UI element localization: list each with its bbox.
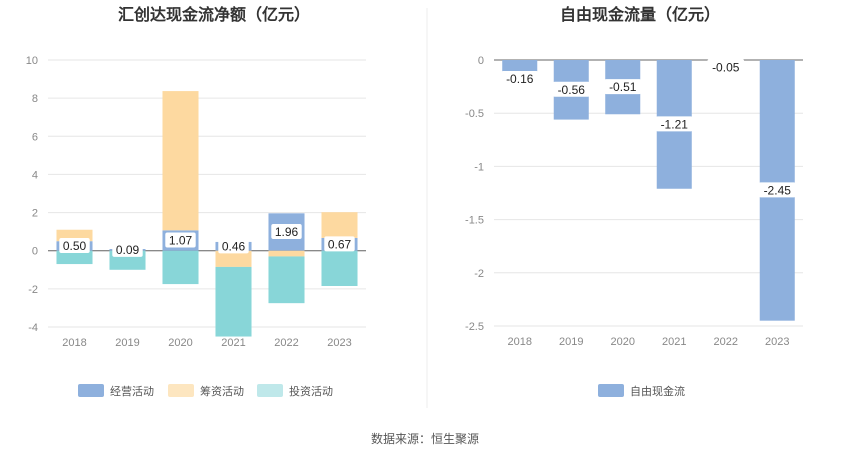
x-tick-label: 2023 (765, 336, 789, 348)
data-label-background (59, 237, 90, 253)
y-tick-label: -2.5 (465, 321, 484, 333)
bar-investing[interactable] (162, 250, 199, 285)
data-label-background (324, 236, 355, 252)
x-tick-label: 2021 (662, 336, 686, 348)
y-tick-label: 8 (32, 93, 38, 105)
data-label-background (218, 238, 249, 254)
data-label-background (271, 224, 302, 240)
x-tick-label: 2019 (115, 337, 139, 349)
bar-investing[interactable] (268, 256, 305, 304)
y-tick-label: 4 (32, 169, 38, 181)
legend-label-operating: 经营活动 (110, 384, 154, 398)
x-tick-label: 2019 (559, 336, 583, 348)
data-label-background (112, 241, 143, 257)
x-tick-label: 2023 (327, 337, 351, 349)
y-tick-label: 0 (478, 55, 484, 67)
right-chart-title: 自由现金流量（亿元） (560, 5, 720, 24)
bar-financing[interactable] (56, 229, 93, 242)
bar-financing[interactable] (268, 250, 305, 257)
data-label-background (552, 81, 590, 97)
y-tick-label: -4 (28, 322, 38, 334)
data-label: 0.67 (328, 237, 352, 251)
data-label: 1.96 (275, 225, 299, 239)
data-label-background (604, 79, 642, 95)
y-tick-label: 10 (26, 55, 38, 67)
data-label-background (165, 232, 196, 248)
bar-financing[interactable] (215, 250, 252, 267)
data-label: 0.09 (116, 243, 140, 257)
legend-label-free-cash-flow: 自由现金流 (630, 384, 685, 398)
data-label: -0.56 (558, 83, 586, 97)
x-tick-label: 2018 (62, 337, 86, 349)
data-label: 0.46 (222, 239, 246, 253)
legend-swatch-investing (257, 384, 283, 397)
right-legend[interactable]: 自由现金流 (598, 384, 685, 398)
bar-investing[interactable] (215, 266, 252, 337)
data-source-note: 数据来源：恒生聚源 (371, 431, 479, 446)
y-tick-label: -2 (474, 268, 484, 280)
legend-label-financing: 筹资活动 (200, 384, 244, 398)
x-tick-label: 2022 (274, 337, 298, 349)
legend-label-investing: 投资活动 (289, 384, 333, 398)
data-label: -0.05 (712, 60, 740, 74)
data-label: -0.51 (609, 80, 637, 94)
data-label-background (501, 71, 539, 87)
x-tick-label: 2018 (508, 336, 532, 348)
data-label-background (758, 182, 796, 198)
y-tick-label: -2 (28, 284, 38, 296)
data-label-background (707, 59, 745, 75)
y-tick-label: 6 (32, 131, 38, 143)
y-tick-label: -1 (474, 161, 484, 173)
bar-financing[interactable] (162, 91, 199, 231)
x-tick-label: 2020 (611, 336, 635, 348)
bar-investing[interactable] (321, 250, 358, 286)
bar-investing[interactable] (56, 250, 93, 265)
left-legend[interactable]: 经营活动 筹资活动 投资活动 (78, 384, 333, 398)
data-label: -2.45 (764, 183, 792, 197)
legend-swatch-operating (78, 384, 104, 397)
bar-financing[interactable] (321, 212, 358, 238)
y-tick-label: 2 (32, 208, 38, 220)
y-tick-label: 0 (32, 246, 38, 258)
y-tick-label: -0.5 (465, 108, 484, 120)
left-chart-title: 汇创达现金流净额（亿元） (118, 5, 310, 24)
left-plot-area: 10 8 6 4 2 0 -2 -4 0.50 2018 0.09 2019 1.07 2020 0.46 2… (26, 55, 366, 349)
x-tick-label: 2020 (168, 337, 192, 349)
legend-swatch-financing (168, 384, 194, 397)
x-tick-label: 2021 (221, 337, 245, 349)
data-label: -1.21 (661, 117, 689, 131)
data-label: 1.07 (169, 234, 193, 248)
y-tick-label: -1.5 (465, 215, 484, 227)
legend-swatch-free-cash-flow (598, 384, 624, 397)
x-tick-label: 2022 (714, 336, 738, 348)
right-plot-area: 0 -0.5 -1 -1.5 -2 -2.5 -0.16 2018 -0.56 2019 -0.51… (465, 55, 803, 348)
data-label: 0.50 (63, 239, 87, 253)
data-label: -0.16 (506, 72, 534, 86)
data-label-background (655, 116, 693, 132)
